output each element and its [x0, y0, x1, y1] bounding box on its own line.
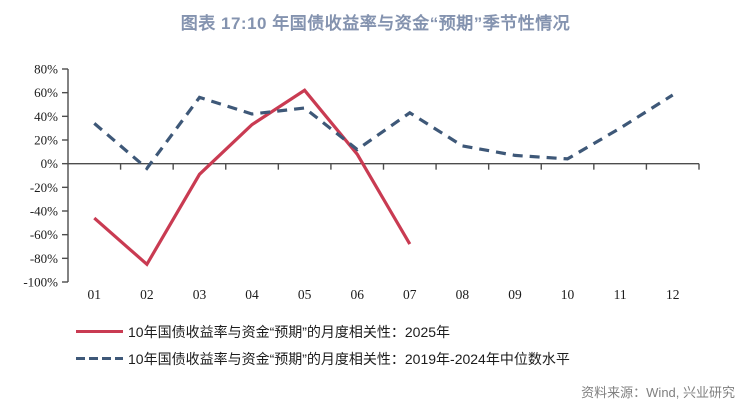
plot-area: 80% 60% 40% 20% 0% -20% -40% -60% -80% -100% 01 02 0…	[23, 62, 700, 302]
legend-label-median: 10年国债收益率与资金“预期”的月度相关性：2019年-2024年中位数水平	[128, 350, 570, 367]
y-tick-label: 40%	[34, 109, 58, 124]
legend: 10年国债收益率与资金“预期”的月度相关性：2025年 10年国债收益率与资金“…	[76, 318, 570, 372]
x-tick-label: 03	[193, 287, 207, 302]
x-tick-label: 01	[88, 287, 102, 302]
x-tick-label: 05	[298, 287, 312, 302]
x-tick-label: 12	[666, 287, 680, 302]
x-tick-label: 02	[140, 287, 154, 302]
chart-title: 图表 17:10 年国债收益率与资金“预期”季节性情况	[180, 14, 571, 33]
y-tick-label: 0%	[41, 156, 59, 171]
x-tick-label: 10	[561, 287, 575, 302]
legend-item-median: 10年国债收益率与资金“预期”的月度相关性：2019年-2024年中位数水平	[76, 345, 570, 372]
y-tick-label: 20%	[34, 133, 58, 148]
x-tick-label: 06	[350, 287, 364, 302]
y-tick-label: -80%	[30, 251, 58, 266]
y-tick-label: -20%	[30, 180, 58, 195]
legend-swatch-dashed-line	[76, 357, 123, 360]
legend-label-2025: 10年国债收益率与资金“预期”的月度相关性：2025年	[128, 323, 451, 340]
x-tick-label: 11	[614, 287, 627, 302]
series-2025-line	[93, 88, 412, 267]
y-tick-label: -40%	[30, 204, 58, 219]
legend-item-2025: 10年国债收益率与资金“预期”的月度相关性：2025年	[76, 318, 570, 345]
y-tick-label: 60%	[34, 85, 58, 100]
source-note: 资料来源：Wind, 兴业研究	[581, 385, 735, 400]
series-median-line	[93, 93, 674, 171]
x-tick-label: 08	[456, 287, 470, 302]
y-tick-label: -60%	[30, 227, 58, 242]
legend-swatch-solid-line	[76, 330, 123, 333]
x-tick-label: 07	[403, 287, 417, 302]
y-tick-label: 80%	[34, 62, 58, 77]
y-tick-label: -100%	[23, 275, 58, 290]
x-tick-label: 04	[245, 287, 259, 302]
x-tick-label: 09	[508, 287, 522, 302]
